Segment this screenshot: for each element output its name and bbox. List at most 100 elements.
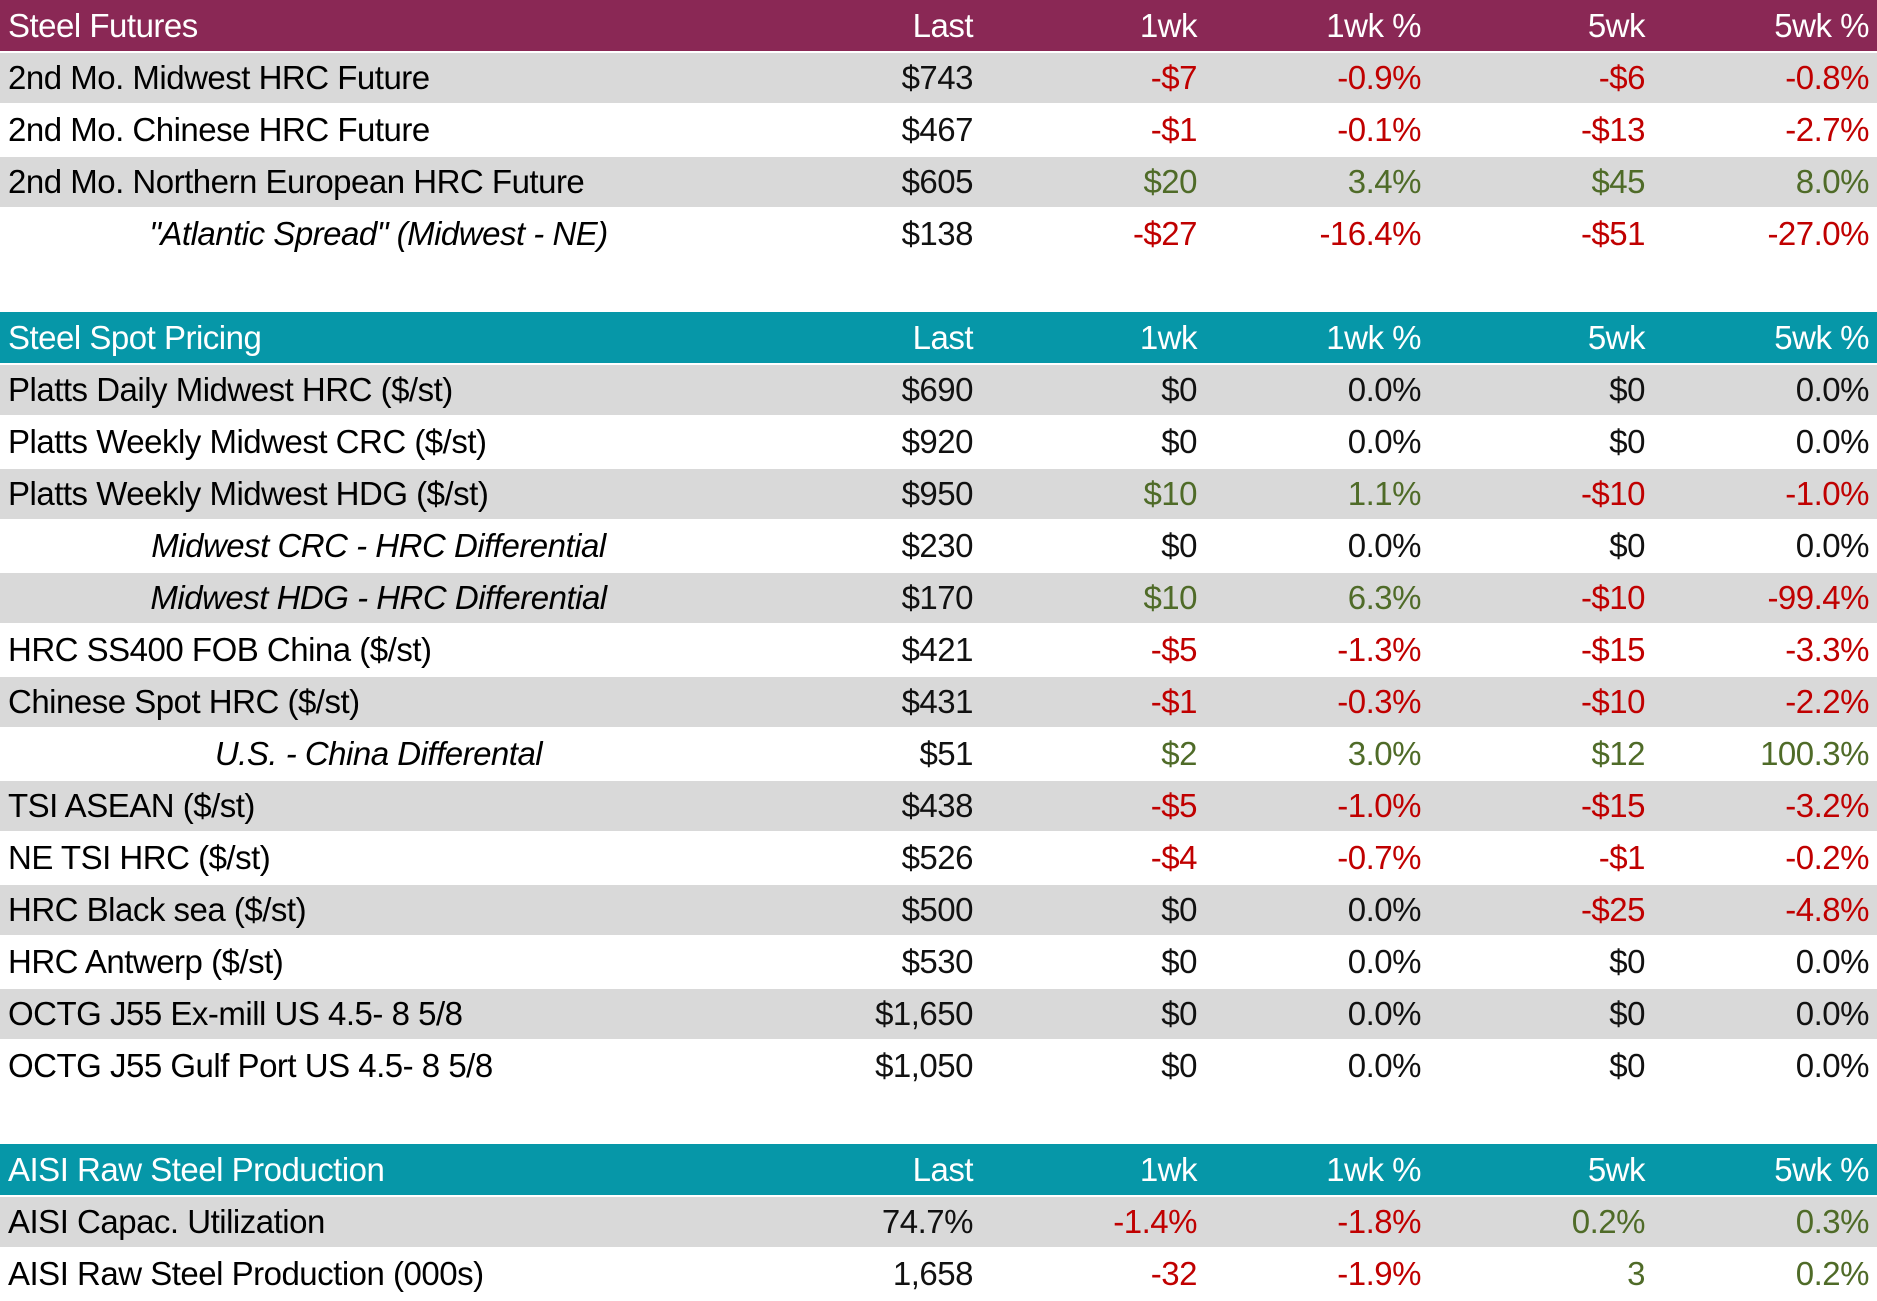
cell-5wk: 100.3% bbox=[1653, 728, 1877, 781]
cell-5wk: -3.3% bbox=[1653, 624, 1877, 677]
cell-1wk: -0.3% bbox=[1205, 676, 1429, 729]
cell-5wk: -$10 bbox=[1429, 468, 1653, 521]
table-row-platts-daily-midwest-hrc-st: Platts Daily Midwest HRC ($/st) $690 $0 0.0… bbox=[0, 364, 1877, 417]
cell-5wk: -$6 bbox=[1429, 52, 1653, 105]
column-header-last: Last bbox=[757, 0, 981, 53]
cell-5wk: $0 bbox=[1429, 936, 1653, 989]
table-row-midwest-hdg-hrc-differential: Midwest HDG - HRC Differential $170 $10 6.3… bbox=[0, 572, 1877, 625]
table-row-2nd-mo-midwest-hrc-future: 2nd Mo. Midwest HRC Future $743 -$7 -0.9% -$… bbox=[0, 52, 1877, 105]
cell-5wk: 0.0% bbox=[1653, 520, 1877, 573]
section-header-steel-futures: Steel Futures Last 1wk 1wk % 5wk 5wk % bbox=[0, 0, 1877, 53]
section-spacer bbox=[0, 1092, 1877, 1144]
cell-1wk: 3.4% bbox=[1205, 156, 1429, 209]
cell-1wk: 0.0% bbox=[1205, 1040, 1429, 1093]
cell-5wk: 0.0% bbox=[1653, 1040, 1877, 1093]
column-header-1wk: 1wk bbox=[981, 312, 1205, 365]
cell-1wk: -1.4% bbox=[981, 1196, 1205, 1249]
table-row-platts-weekly-midwest-hdg-st: Platts Weekly Midwest HDG ($/st) $950 $10 1… bbox=[0, 468, 1877, 521]
cell-5wk: -1.0% bbox=[1653, 468, 1877, 521]
row-label: AISI Capac. Utilization bbox=[0, 1196, 757, 1249]
cell-last: $51 bbox=[757, 728, 981, 781]
cell-last: 74.7% bbox=[757, 1196, 981, 1249]
cell-last: $467 bbox=[757, 104, 981, 157]
row-label: OCTG J55 Ex-mill US 4.5- 8 5/8 bbox=[0, 988, 757, 1041]
section-title: Steel Spot Pricing bbox=[0, 312, 757, 365]
cell-5wk: -$13 bbox=[1429, 104, 1653, 157]
cell-1wk: -0.1% bbox=[1205, 104, 1429, 157]
cell-1wk: $0 bbox=[981, 416, 1205, 469]
column-header-5wk: 5wk % bbox=[1653, 0, 1877, 53]
section-header-aisi-raw-steel-production: AISI Raw Steel Production Last 1wk 1wk % 5wk… bbox=[0, 1144, 1877, 1197]
cell-1wk: -1.8% bbox=[1205, 1196, 1429, 1249]
spacer-cell bbox=[0, 260, 1877, 312]
cell-5wk: $0 bbox=[1429, 1040, 1653, 1093]
cell-1wk: $0 bbox=[981, 1040, 1205, 1093]
row-label: Midwest CRC - HRC Differential bbox=[0, 520, 757, 573]
cell-5wk: -$25 bbox=[1429, 884, 1653, 937]
cell-5wk: 0.0% bbox=[1653, 416, 1877, 469]
row-label: OCTG J55 Gulf Port US 4.5- 8 5/8 bbox=[0, 1040, 757, 1093]
table-row-hrc-antwerp-st: HRC Antwerp ($/st) $530 $0 0.0% $0 0.0% bbox=[0, 936, 1877, 989]
row-label: 2nd Mo. Midwest HRC Future bbox=[0, 52, 757, 105]
cell-5wk: -0.8% bbox=[1653, 52, 1877, 105]
section-header-steel-spot-pricing: Steel Spot Pricing Last 1wk 1wk % 5wk 5wk % bbox=[0, 312, 1877, 365]
cell-1wk: -0.9% bbox=[1205, 52, 1429, 105]
cell-1wk: $10 bbox=[981, 572, 1205, 625]
cell-last: 1,658 bbox=[757, 1248, 981, 1301]
cell-1wk: 0.0% bbox=[1205, 884, 1429, 937]
table-row-hrc-black-sea-st: HRC Black sea ($/st) $500 $0 0.0% -$25 -4.8% bbox=[0, 884, 1877, 937]
cell-5wk: $0 bbox=[1429, 364, 1653, 417]
row-label: Platts Weekly Midwest CRC ($/st) bbox=[0, 416, 757, 469]
cell-last: $1,050 bbox=[757, 1040, 981, 1093]
column-header-5wk: 5wk bbox=[1429, 1144, 1653, 1197]
cell-1wk: 0.0% bbox=[1205, 936, 1429, 989]
table-row-2nd-mo-chinese-hrc-future: 2nd Mo. Chinese HRC Future $467 -$1 -0.1% -$… bbox=[0, 104, 1877, 157]
row-label: HRC Black sea ($/st) bbox=[0, 884, 757, 937]
table-row-midwest-crc-hrc-differential: Midwest CRC - HRC Differential $230 $0 0.0%… bbox=[0, 520, 1877, 573]
cell-5wk: 0.2% bbox=[1653, 1248, 1877, 1301]
row-label: Chinese Spot HRC ($/st) bbox=[0, 676, 757, 729]
column-header-last: Last bbox=[757, 1144, 981, 1197]
section-title: AISI Raw Steel Production bbox=[0, 1144, 757, 1197]
row-label: 2nd Mo. Northern European HRC Future bbox=[0, 156, 757, 209]
cell-1wk: 0.0% bbox=[1205, 520, 1429, 573]
column-header-1wk: 1wk % bbox=[1205, 1144, 1429, 1197]
cell-5wk: -$10 bbox=[1429, 676, 1653, 729]
cell-1wk: -$1 bbox=[981, 104, 1205, 157]
cell-1wk: $2 bbox=[981, 728, 1205, 781]
cell-5wk: $0 bbox=[1429, 988, 1653, 1041]
cell-5wk: -$15 bbox=[1429, 624, 1653, 677]
cell-1wk: $0 bbox=[981, 364, 1205, 417]
cell-1wk: $0 bbox=[981, 884, 1205, 937]
cell-1wk: $0 bbox=[981, 988, 1205, 1041]
column-header-5wk: 5wk bbox=[1429, 312, 1653, 365]
cell-5wk: -0.2% bbox=[1653, 832, 1877, 885]
column-header-1wk: 1wk bbox=[981, 1144, 1205, 1197]
table-row-octg-j55-ex-mill-us-4-5-8-5-8: OCTG J55 Ex-mill US 4.5- 8 5/8 $1,650 $0 0.… bbox=[0, 988, 1877, 1041]
row-label: NE TSI HRC ($/st) bbox=[0, 832, 757, 885]
cell-5wk: 0.0% bbox=[1653, 936, 1877, 989]
row-label: "Atlantic Spread" (Midwest - NE) bbox=[0, 208, 757, 261]
cell-5wk: 3 bbox=[1429, 1248, 1653, 1301]
spacer-cell bbox=[0, 1092, 1877, 1144]
cell-5wk: -$1 bbox=[1429, 832, 1653, 885]
row-label: HRC Antwerp ($/st) bbox=[0, 936, 757, 989]
cell-5wk: -$10 bbox=[1429, 572, 1653, 625]
section-spacer bbox=[0, 260, 1877, 312]
cell-1wk: 0.0% bbox=[1205, 988, 1429, 1041]
table-row-2nd-mo-northern-european-hrc-future: 2nd Mo. Northern European HRC Future $605… bbox=[0, 156, 1877, 209]
column-header-last: Last bbox=[757, 312, 981, 365]
row-label: Platts Daily Midwest HRC ($/st) bbox=[0, 364, 757, 417]
cell-last: $950 bbox=[757, 468, 981, 521]
table-row-tsi-asean-st: TSI ASEAN ($/st) $438 -$5 -1.0% -$15 -3.2% bbox=[0, 780, 1877, 833]
cell-5wk: -3.2% bbox=[1653, 780, 1877, 833]
cell-1wk: $0 bbox=[981, 936, 1205, 989]
cell-last: $138 bbox=[757, 208, 981, 261]
cell-5wk: -99.4% bbox=[1653, 572, 1877, 625]
cell-5wk: 0.2% bbox=[1429, 1196, 1653, 1249]
row-label: Platts Weekly Midwest HDG ($/st) bbox=[0, 468, 757, 521]
cell-last: $526 bbox=[757, 832, 981, 885]
table-row-octg-j55-gulf-port-us-4-5-8-5-8: OCTG J55 Gulf Port US 4.5- 8 5/8 $1,050 $0… bbox=[0, 1040, 1877, 1093]
